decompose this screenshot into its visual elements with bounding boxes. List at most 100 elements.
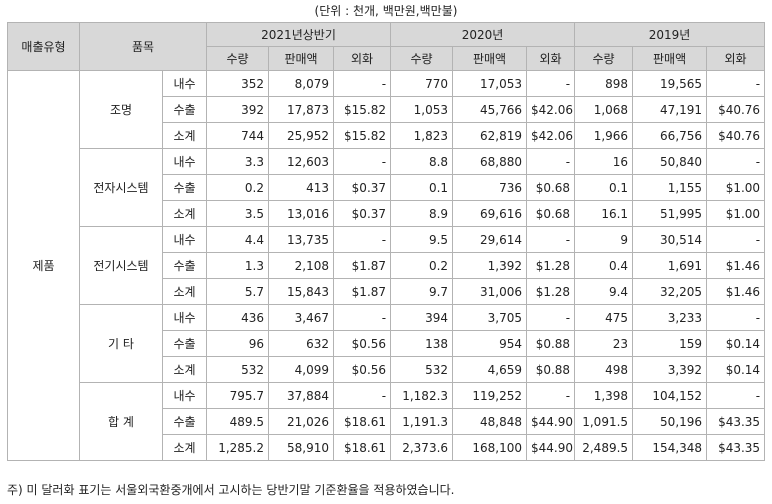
value-cell: 68,880 — [452, 148, 528, 175]
row-type-cell: 수출 — [162, 330, 207, 357]
value-cell: $40.76 — [706, 96, 766, 123]
value-cell: 2,489.5 — [574, 434, 634, 461]
value-cell: 13,735 — [268, 226, 334, 253]
value-cell: - — [332, 304, 392, 331]
value-cell: 394 — [390, 304, 454, 331]
table-header: 매출유형 품목 2021년상반기 2020년 2019년 수량 판매액 외화 수… — [7, 22, 766, 71]
value-cell: 0.2 — [390, 252, 454, 279]
value-cell: - — [526, 382, 576, 409]
sales-type-cell: 제품 — [7, 70, 80, 461]
value-cell: 1,823 — [390, 122, 454, 149]
header-foreign-currency: 외화 — [526, 46, 576, 71]
value-cell: 3,233 — [632, 304, 708, 331]
value-cell: $1.00 — [706, 200, 766, 227]
row-type-cell: 소계 — [162, 356, 207, 383]
table-row: 수출 96 632 $0.56 138 954 $0.88 23 159 $0.14 — [8, 330, 766, 357]
value-cell: 17,873 — [268, 96, 334, 123]
value-cell: 12,603 — [268, 148, 334, 175]
value-cell: $0.68 — [526, 200, 576, 227]
value-cell: - — [332, 226, 392, 253]
row-type-cell: 내수 — [162, 226, 207, 253]
value-cell: $0.14 — [706, 356, 766, 383]
value-cell: $0.37 — [332, 200, 392, 227]
table-row: 소계 3.5 13,016 $0.37 8.9 69,616 $0.68 16.1 51,995… — [8, 200, 766, 227]
value-cell: 1,091.5 — [574, 408, 634, 435]
item-name-cell: 조명 — [79, 70, 163, 149]
item-name-cell: 전자시스템 — [79, 148, 163, 227]
value-cell: 1,966 — [574, 122, 634, 149]
value-cell: - — [526, 304, 576, 331]
header-period: 2021년상반기 — [205, 22, 392, 47]
value-cell: 1,398 — [574, 382, 634, 409]
value-cell: 1,191.3 — [390, 408, 454, 435]
value-cell: 2,373.6 — [390, 434, 454, 461]
value-cell: 1,053 — [390, 96, 454, 123]
value-cell: 3,705 — [452, 304, 528, 331]
value-cell: 413 — [268, 174, 334, 201]
value-cell: 4,099 — [268, 356, 334, 383]
value-cell: 69,616 — [452, 200, 528, 227]
row-type-cell: 내수 — [162, 382, 207, 409]
value-cell: 3,467 — [268, 304, 334, 331]
value-cell: 9 — [574, 226, 634, 253]
value-cell: $1.46 — [706, 252, 766, 279]
item-name-cell: 전기시스템 — [79, 226, 163, 305]
header-period: 2020년 — [390, 22, 576, 47]
value-cell: 532 — [206, 356, 269, 383]
value-cell: 4,659 — [452, 356, 528, 383]
value-cell: 1,691 — [632, 252, 708, 279]
value-cell: 45,766 — [452, 96, 528, 123]
value-cell: 795.7 — [206, 382, 269, 409]
row-type-cell: 수출 — [162, 174, 207, 201]
value-cell: 2,108 — [268, 252, 334, 279]
value-cell: 9.7 — [390, 278, 454, 305]
value-cell: 498 — [574, 356, 634, 383]
value-cell: - — [526, 70, 576, 97]
table-row: 기 타 내수 436 3,467-394 3,705-475 3,233- — [8, 304, 766, 383]
value-cell: $1.87 — [332, 278, 392, 305]
value-cell: 119,252 — [452, 382, 528, 409]
header-sales-amount: 판매액 — [632, 46, 708, 71]
value-cell: 17,053 — [452, 70, 528, 97]
table-row: 전자시스템 내수 3.3 12,603-8.8 68,880-16 50,840- — [8, 148, 766, 227]
value-cell: 1,155 — [632, 174, 708, 201]
row-type-cell: 수출 — [162, 96, 207, 123]
value-cell: 9.4 — [574, 278, 634, 305]
value-cell: 51,995 — [632, 200, 708, 227]
value-cell: 32,205 — [632, 278, 708, 305]
value-cell: 744 — [206, 122, 269, 149]
value-cell: 48,848 — [452, 408, 528, 435]
item-name-cell: 기 타 — [79, 304, 163, 383]
value-cell: 3.5 — [206, 200, 269, 227]
value-cell: 37,884 — [268, 382, 334, 409]
value-cell: $1.28 — [526, 278, 576, 305]
value-cell: $44.90 — [526, 408, 576, 435]
item-name-cell: 합 계 — [79, 382, 163, 461]
value-cell: 104,152 — [632, 382, 708, 409]
value-cell: 25,952 — [268, 122, 334, 149]
value-cell: 16 — [574, 148, 634, 175]
value-cell: 632 — [268, 330, 334, 357]
value-cell: 50,840 — [632, 148, 708, 175]
value-cell: 29,614 — [452, 226, 528, 253]
value-cell: - — [332, 382, 392, 409]
value-cell: $0.68 — [526, 174, 576, 201]
value-cell: $0.56 — [332, 356, 392, 383]
value-cell: - — [706, 226, 766, 253]
value-cell: 392 — [206, 96, 269, 123]
value-cell: 0.1 — [574, 174, 634, 201]
header-sales-amount: 판매액 — [452, 46, 528, 71]
row-type-cell: 내수 — [162, 304, 207, 331]
value-cell: $15.82 — [332, 122, 392, 149]
value-cell: 0.4 — [574, 252, 634, 279]
value-cell: 50,196 — [632, 408, 708, 435]
value-cell: 954 — [452, 330, 528, 357]
header-foreign-currency: 외화 — [706, 46, 766, 71]
value-cell: 736 — [452, 174, 528, 201]
value-cell: 168,100 — [452, 434, 528, 461]
value-cell: $0.88 — [526, 356, 576, 383]
value-cell: - — [706, 70, 766, 97]
header-sales-amount: 판매액 — [268, 46, 334, 71]
value-cell: 66,756 — [632, 122, 708, 149]
value-cell: $1.87 — [332, 252, 392, 279]
